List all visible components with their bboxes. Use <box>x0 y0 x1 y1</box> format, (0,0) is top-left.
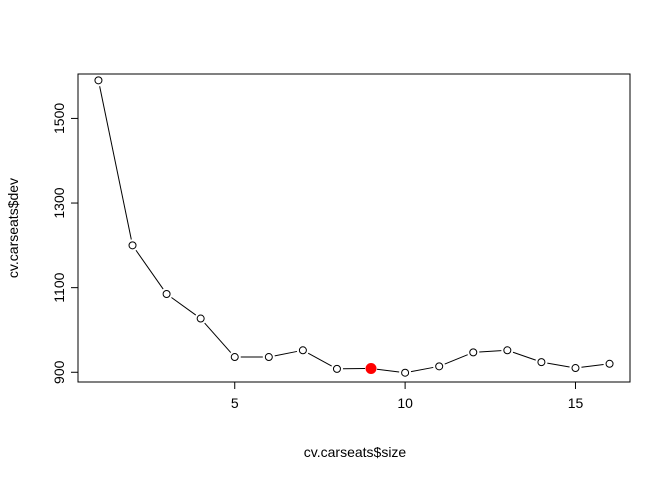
x-tick-label: 10 <box>397 395 413 411</box>
data-point <box>264 353 273 362</box>
y-tick-label: 1100 <box>51 272 67 302</box>
series-segment <box>444 354 468 365</box>
data-point <box>94 76 103 85</box>
x-axis: 5 10 15 <box>231 381 584 411</box>
data-point <box>401 368 410 377</box>
data-point <box>503 346 512 355</box>
series-segment <box>135 249 164 290</box>
data-point <box>469 348 478 357</box>
y-tick-label: 1500 <box>51 103 67 134</box>
series-line <box>99 86 604 373</box>
series-segment <box>99 86 132 240</box>
series-segment <box>547 362 570 368</box>
series-segment <box>512 351 536 361</box>
series-segment <box>307 352 332 367</box>
series-segment <box>410 366 434 373</box>
y-axis-title: cv.carseats$dev <box>5 178 21 278</box>
plot-frame <box>77 73 631 383</box>
x-tick-label: 5 <box>231 395 239 411</box>
highlighted-point <box>365 362 377 374</box>
y-tick-label: 900 <box>51 360 67 384</box>
data-point <box>605 359 614 368</box>
data-point <box>128 241 137 250</box>
y-axis: 900 1100 1300 1500 <box>51 103 79 384</box>
series-segment <box>204 322 232 353</box>
data-point <box>435 362 444 371</box>
series-segment <box>274 350 298 357</box>
data-points <box>94 76 614 377</box>
series-segment <box>376 368 400 373</box>
data-point <box>298 346 307 355</box>
series-segment <box>479 350 502 353</box>
data-point <box>537 358 546 367</box>
data-point <box>332 364 341 373</box>
data-point <box>196 314 205 323</box>
y-tick-label: 1300 <box>51 187 67 218</box>
data-point <box>162 290 171 298</box>
series-segment <box>581 364 604 368</box>
data-point <box>571 364 580 373</box>
data-point <box>230 353 239 362</box>
x-tick-label: 15 <box>568 395 584 411</box>
x-axis-title: cv.carseats$size <box>304 444 407 460</box>
series-segment <box>171 297 197 316</box>
